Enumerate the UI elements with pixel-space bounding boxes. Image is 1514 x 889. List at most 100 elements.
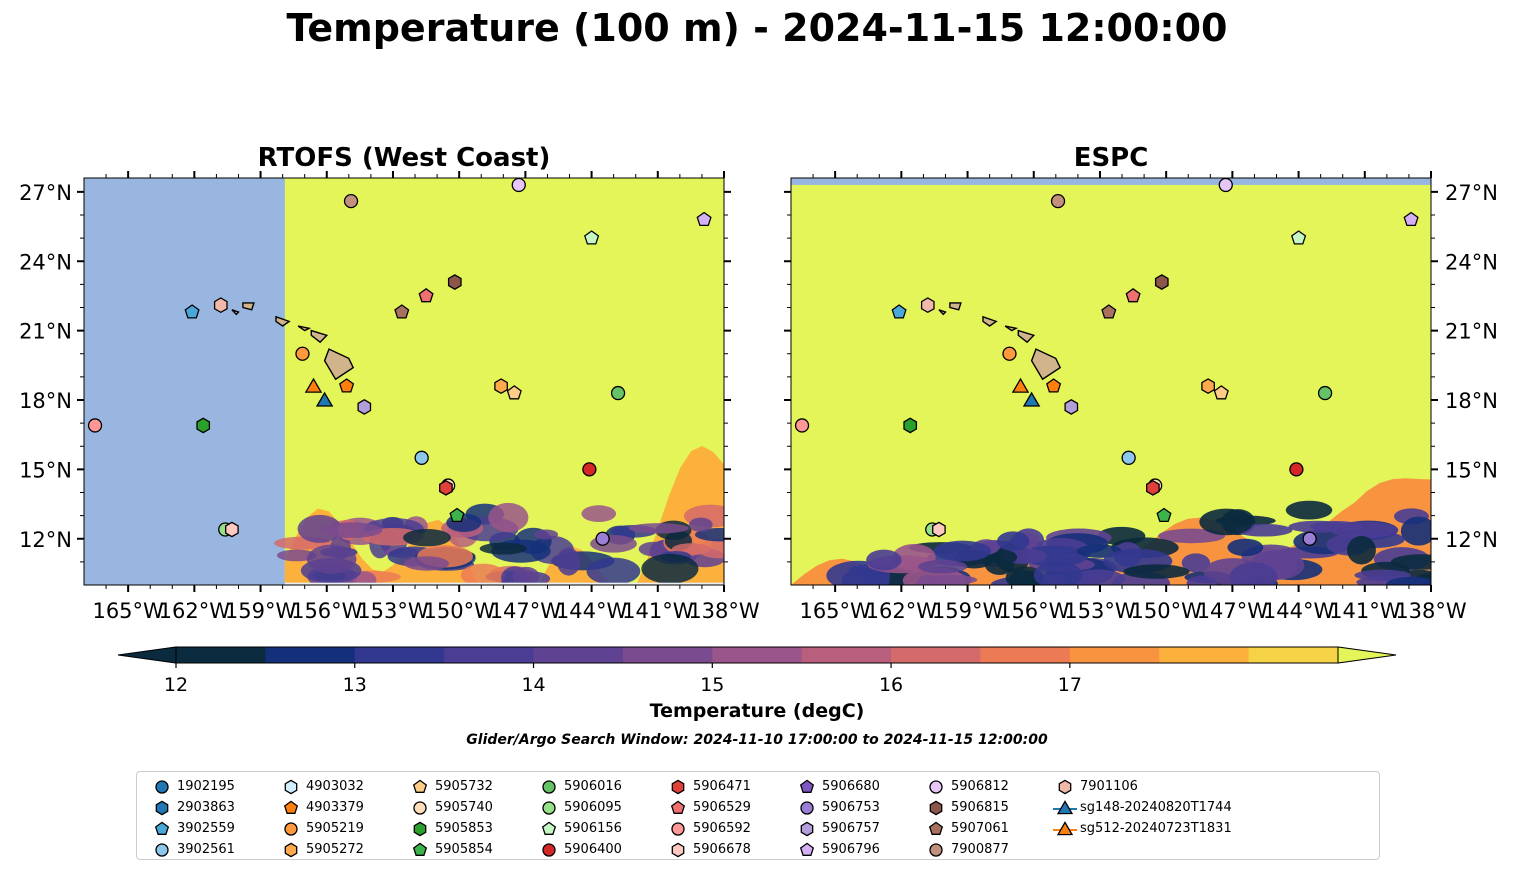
marker-5906156 xyxy=(584,230,600,245)
legend-marker-icon xyxy=(412,779,428,793)
no-data-region xyxy=(84,178,285,585)
lat-tick-label: 24°N xyxy=(19,250,72,274)
marker-7900877 xyxy=(1050,193,1066,209)
island xyxy=(323,348,355,381)
cold-eddy xyxy=(1005,566,1044,585)
colorbar-segment xyxy=(444,647,535,663)
cold-eddy xyxy=(403,528,451,547)
marker-5906812 xyxy=(511,178,526,193)
marker-5905732 xyxy=(506,385,522,400)
marker-5906471 xyxy=(439,479,453,496)
legend-marker xyxy=(541,821,557,835)
marker-5907061 xyxy=(1101,304,1117,319)
legend-label: 5906592 xyxy=(693,821,751,836)
legend-marker-icon xyxy=(284,779,298,795)
legend-item: 3902561 xyxy=(145,839,235,860)
legend-item: 5905219 xyxy=(274,818,364,839)
legend-item: sg512-20240723T1831 xyxy=(1048,818,1232,839)
lat-tick-label: 12°N xyxy=(1445,528,1498,552)
lat-tick-label: 15°N xyxy=(1445,458,1498,482)
colorbar-segment xyxy=(176,647,266,663)
legend-marker xyxy=(799,779,815,793)
legend-item: 5906796 xyxy=(790,839,880,860)
observation-markers xyxy=(794,178,1419,546)
legend-column: 5905732 5905740 5905853 5905854 xyxy=(403,776,493,860)
lat-tick-label: 12°N xyxy=(19,528,72,552)
island xyxy=(1004,325,1019,332)
legend-marker-icon xyxy=(1053,800,1077,815)
marker-5906796 xyxy=(696,211,712,227)
legend-marker xyxy=(800,821,814,837)
colorbar-extend-high xyxy=(1337,646,1397,664)
colorbar-segment xyxy=(1069,647,1160,663)
lon-tick-label: 141°W xyxy=(1329,599,1401,623)
marker-3902561 xyxy=(1121,450,1136,465)
cold-eddy xyxy=(1123,564,1190,579)
lon-tick-label: 138°W xyxy=(688,599,760,623)
legend-label: 5906757 xyxy=(822,821,880,836)
cold-eddy xyxy=(488,502,529,533)
cold-eddy xyxy=(479,542,527,555)
lon-tick-label: 147°W xyxy=(1197,599,1269,623)
legend-label: 5905853 xyxy=(435,821,493,836)
legend-marker-icon xyxy=(542,843,556,857)
legend-item: 5906815 xyxy=(919,797,1009,818)
legend-marker xyxy=(155,843,169,857)
colorbar-segment xyxy=(891,647,981,663)
colorbar-frame xyxy=(175,646,1339,664)
marker-5906815 xyxy=(447,274,462,290)
colorbar-tick-label: 12 xyxy=(164,674,188,696)
legend-label: 5906156 xyxy=(564,821,622,836)
temperature-field xyxy=(84,178,724,585)
marker-5906529 xyxy=(1125,287,1141,303)
search-window-text: Glider/Argo Search Window: 2024-11-10 17… xyxy=(466,732,1048,748)
legend-item: 2903863 xyxy=(145,797,235,818)
cold-eddy xyxy=(404,556,450,571)
marker-5905853 xyxy=(196,417,211,434)
lat-tick-label: 21°N xyxy=(1445,320,1498,344)
colorbar-label: Temperature (degC) xyxy=(649,700,865,722)
cold-eddy xyxy=(1181,553,1211,573)
lon-tick-label: 150°W xyxy=(423,599,495,623)
legend-label: 5905272 xyxy=(306,842,364,857)
colorbar-tick-label: 14 xyxy=(521,674,545,696)
marker-5905272 xyxy=(1201,378,1215,395)
legend-marker-icon xyxy=(1058,779,1072,795)
legend-item: 5905854 xyxy=(403,839,493,860)
colorbar-segment xyxy=(533,647,624,663)
colorbar-segment xyxy=(354,647,445,663)
temperature-field xyxy=(791,178,1431,585)
legend-label: 7900877 xyxy=(951,842,1009,857)
legend-marker-icon xyxy=(284,822,298,836)
marker-5906400 xyxy=(582,462,597,477)
colorbar-segment xyxy=(980,647,1071,663)
legend-label: 5906678 xyxy=(693,842,751,857)
legend-marker xyxy=(670,800,686,814)
legend-marker xyxy=(929,800,943,816)
legend-label: 4903379 xyxy=(306,800,364,815)
legend-item: 3902559 xyxy=(145,818,235,839)
legend-marker xyxy=(412,779,428,793)
island xyxy=(310,329,329,344)
legend-label: 7901106 xyxy=(1080,779,1138,794)
marker-5906016 xyxy=(610,385,626,401)
marker-sg148-20240820T1744 xyxy=(315,391,334,407)
marker-sg148-20240820T1744 xyxy=(1022,391,1041,407)
colorbar-tick-label: 17 xyxy=(1058,674,1082,696)
lon-tick-label: 150°W xyxy=(1130,599,1202,623)
marker-7901106 xyxy=(920,297,935,314)
marker-5906753 xyxy=(1302,531,1317,546)
lon-tick-label: 162°W xyxy=(866,599,938,623)
cold-eddy xyxy=(1400,516,1431,546)
legend-label: sg148-20240820T1744 xyxy=(1080,800,1232,815)
legend-marker xyxy=(800,801,814,815)
legend-label: 5907061 xyxy=(951,821,1009,836)
marker-5906156 xyxy=(1291,230,1307,245)
lon-tick-label: 153°W xyxy=(1064,599,1136,623)
cold-eddy xyxy=(320,522,383,538)
legend-marker-icon xyxy=(284,842,298,858)
legend-label: 3902561 xyxy=(177,842,235,857)
legend-marker-icon xyxy=(155,843,169,857)
marker-4903379 xyxy=(339,378,355,393)
lon-tick-label: 144°W xyxy=(1263,599,1335,623)
